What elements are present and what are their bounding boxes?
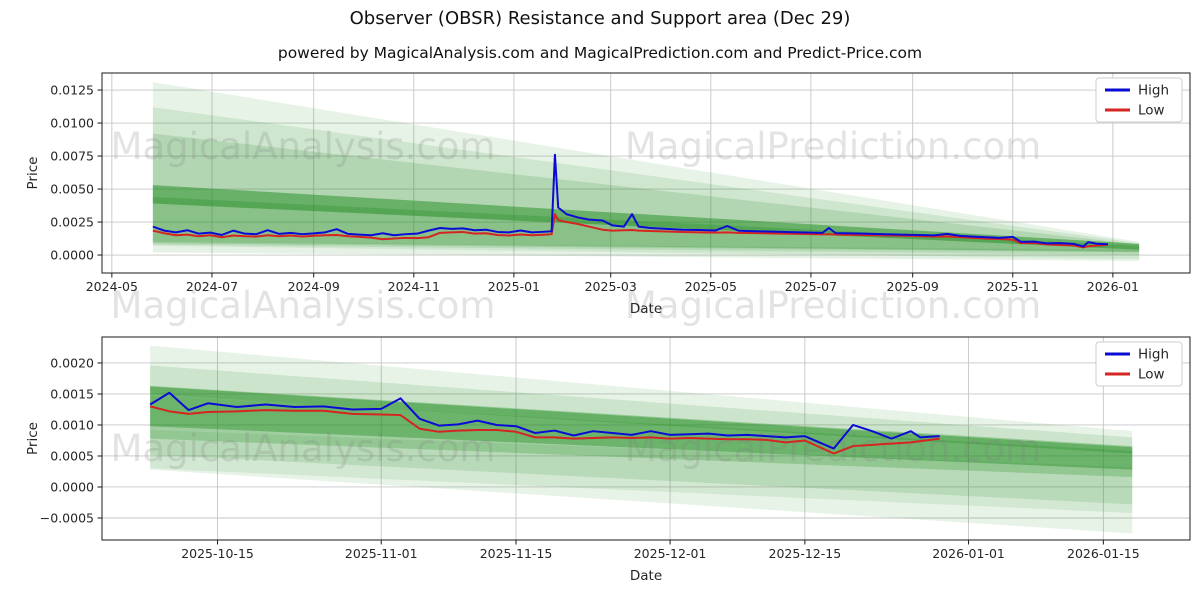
x-tick-label: 2025-07: [785, 279, 837, 294]
x-axis-label: Date: [630, 301, 662, 317]
figure-title: Observer (OBSR) Resistance and Support a…: [349, 8, 851, 29]
y-tick-label: 0.0075: [50, 148, 94, 163]
watermark-text: MagicalAnalysis.com: [111, 125, 496, 168]
axis-ticks: 2025-10-15 2025-11-01 2025-11-15 2025-12-01…: [40, 355, 1140, 561]
high-line: [149, 391, 940, 450]
legend: High Low: [1095, 341, 1183, 387]
x-tick-label: 2024-11: [388, 279, 440, 294]
y-tick-label: 0.0000: [50, 479, 94, 494]
x-tick-label: 2024-05: [86, 279, 138, 294]
x-tick-label: 2025-09: [887, 279, 939, 294]
legend-label: High: [1138, 83, 1169, 99]
x-tick-label: 2025-01: [488, 279, 540, 294]
x-axis-label: Date: [630, 568, 662, 584]
x-tick-label: 2025-12-01: [634, 546, 707, 561]
low-line: [149, 405, 940, 455]
y-tick-label: 0.0025: [50, 214, 94, 229]
x-tick-label: 2026-01-01: [932, 546, 1005, 561]
y-tick-label: 0.0020: [50, 355, 94, 370]
x-tick-label: 2025-03: [585, 279, 637, 294]
legend-label: Low: [1138, 103, 1165, 119]
low-line: [152, 213, 1109, 249]
x-tick-label: 2024-09: [288, 279, 340, 294]
y-tick-label: 0.0125: [50, 82, 94, 97]
legend-label: Low: [1138, 367, 1165, 383]
y-tick-label: 0.0100: [50, 115, 94, 130]
band: [152, 241, 1140, 261]
legend-label: High: [1138, 347, 1169, 363]
x-tick-label: 2025-10-15: [181, 546, 254, 561]
full-history-chart: 2024-05 2024-07 2024-09 2024-11 2025-01 2025-…: [25, 72, 1191, 317]
band: [150, 345, 1133, 534]
x-tick-label: 2025-12-15: [769, 546, 842, 561]
x-tick-label: 2025-11: [987, 279, 1039, 294]
watermark-text: MagicalPrediction.com: [625, 125, 1041, 168]
figure-subtitle: powered by MagicalAnalysis.com and Magic…: [277, 44, 923, 62]
y-tick-label: −0.0005: [40, 510, 94, 525]
axis-ticks: 2024-05 2024-07 2024-09 2024-11 2025-01 2025-…: [50, 82, 1139, 294]
y-tick-label: 0.0010: [50, 417, 94, 432]
high-line: [152, 153, 1108, 248]
band: [152, 107, 1140, 256]
grid: [102, 337, 1190, 540]
watermark-text: MagicalAnalysis.com: [111, 427, 496, 470]
band: [150, 386, 1133, 470]
x-tick-label: 2024-07: [186, 279, 238, 294]
y-tick-label: 0.0015: [50, 386, 94, 401]
x-tick-label: 2026-01: [1087, 279, 1139, 294]
x-tick-label: 2025-11-15: [480, 546, 553, 561]
x-tick-label: 2025-05: [685, 279, 737, 294]
y-tick-label: 0.0005: [50, 448, 94, 463]
recent-zoom-chart: 2025-10-15 2025-11-01 2025-11-15 2025-12-01…: [25, 336, 1191, 584]
band: [152, 133, 1140, 253]
x-tick-label: 2026-01-15: [1067, 546, 1140, 561]
band: [150, 429, 1133, 514]
y-axis-label: Price: [25, 157, 41, 190]
y-tick-label: 0.0050: [50, 181, 94, 196]
plot-border: [101, 72, 1191, 274]
watermark-text: MagicalAnalysis.com: [111, 284, 496, 327]
legend: High Low: [1095, 77, 1183, 123]
y-tick-label: 0.0000: [50, 247, 94, 262]
watermark-text: MagicalPrediction.com: [625, 284, 1041, 327]
plot-border: [101, 336, 1191, 541]
y-axis-label: Price: [25, 422, 41, 455]
x-tick-label: 2025-11-01: [345, 546, 418, 561]
watermarks: MagicalAnalysis.com MagicalPrediction.com…: [111, 125, 1042, 470]
